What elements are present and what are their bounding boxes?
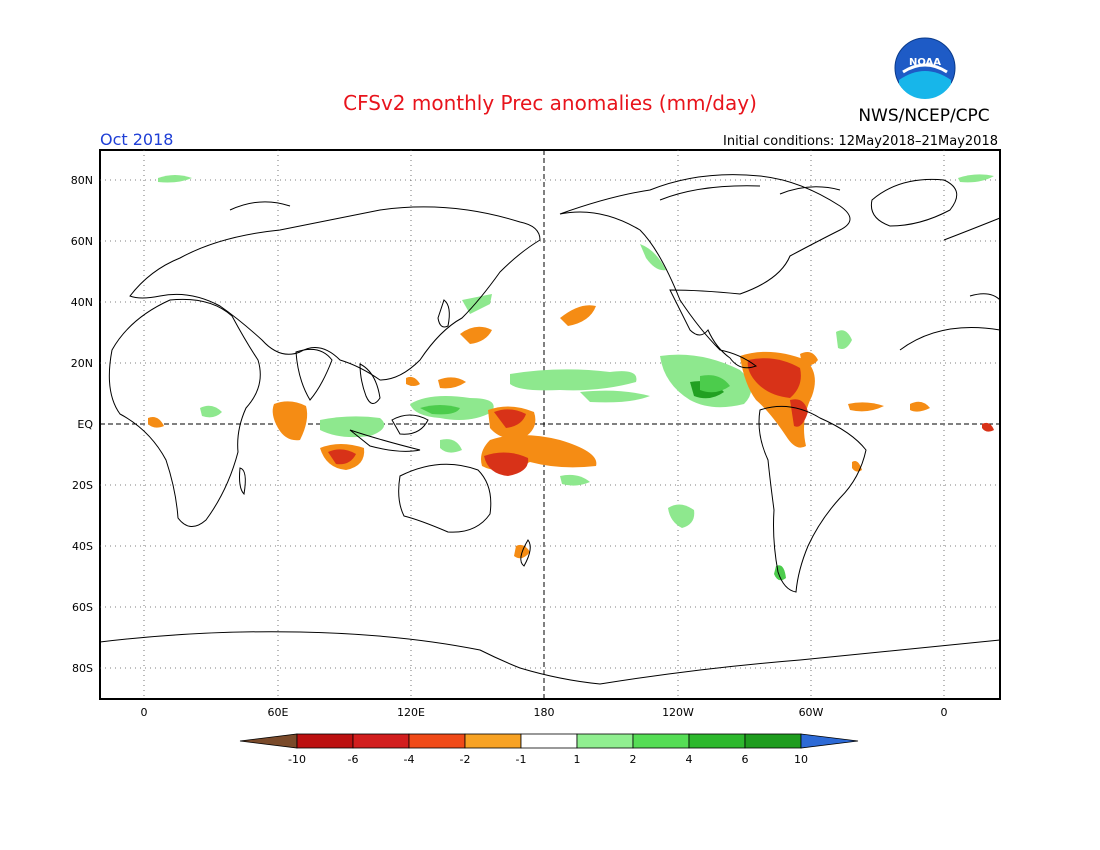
colorbar-label-2: -4 [404, 753, 415, 766]
chart-title: CFSv2 monthly Prec anomalies (mm/day) [343, 91, 757, 115]
reference-lines [100, 150, 1000, 699]
map-gridlines [100, 150, 1000, 699]
japan-outline [437, 299, 450, 328]
eurasia-outline [129, 206, 541, 381]
colorbar-swatch-0 [239, 733, 298, 749]
borneo-outline [391, 414, 429, 435]
lon-label-0: 0 [141, 706, 148, 719]
colorbar-swatch-6 [576, 733, 634, 749]
north-america-outline [559, 174, 851, 369]
coastlines [99, 174, 1001, 685]
colorbar-label-5: 1 [574, 753, 581, 766]
lon-label-120w: 120W [662, 706, 694, 719]
east-edge-outline [899, 217, 1001, 351]
lat-axis: 80N 60N 40N 20N EQ 20S 40S 60S 80S [71, 174, 94, 675]
colorbar-swatch-5 [520, 733, 578, 749]
arctic-islands-outline [229, 185, 841, 211]
greenland-outline [870, 178, 958, 227]
noaa-logo-text: NOAA [909, 57, 941, 68]
colorbar-swatch-2 [352, 733, 410, 749]
india-outline [295, 348, 333, 401]
lat-label-eq: EQ [77, 418, 93, 431]
anomaly-shading [148, 174, 994, 581]
lon-axis: 0 60E 120E 180 120W 60W 0 [141, 706, 948, 719]
lat-label-40n: 40N [71, 296, 93, 309]
lat-label-20s: 20S [72, 479, 93, 492]
africa-outline [108, 298, 261, 527]
colorbar-label-3: -2 [460, 753, 471, 766]
colorbar-label-1: -6 [348, 753, 359, 766]
antarctica-outline [99, 631, 1001, 685]
colorbar: -10 -6 -4 -2 -1 1 2 4 6 10 [239, 733, 859, 766]
initial-conditions-label: Initial conditions: 12May2018–21May2018 [723, 134, 998, 149]
colorbar-swatch-8 [688, 733, 746, 749]
agency-label: NWS/NCEP/CPC [858, 106, 989, 126]
lon-label-60w: 60W [799, 706, 824, 719]
colorbar-swatch-10 [800, 733, 859, 749]
colorbar-swatch-3 [408, 733, 466, 749]
colorbar-label-0: -10 [288, 753, 306, 766]
lon-label-120e: 120E [397, 706, 425, 719]
colorbar-swatch-9 [744, 733, 802, 749]
lon-label-0-east: 0 [941, 706, 948, 719]
madagascar-outline [239, 467, 246, 496]
colorbar-label-8: 6 [742, 753, 749, 766]
colorbar-label-7: 4 [686, 753, 693, 766]
colorbar-label-4: -1 [516, 753, 527, 766]
colorbar-label-9: 10 [794, 753, 808, 766]
lat-label-80n: 80N [71, 174, 93, 187]
lat-label-80s: 80S [72, 662, 93, 675]
lat-label-60n: 60N [71, 235, 93, 248]
lon-label-60e: 60E [268, 706, 289, 719]
colorbar-label-6: 2 [630, 753, 637, 766]
lat-label-60s: 60S [72, 601, 93, 614]
lon-label-180: 180 [534, 706, 555, 719]
lat-label-40s: 40S [72, 540, 93, 553]
colorbar-swatch-4 [464, 733, 522, 749]
se-asia-outline [359, 363, 381, 404]
indonesia-outline [349, 429, 421, 452]
south-america-outline [758, 405, 867, 593]
australia-outline [398, 463, 492, 533]
new-zealand-outline [520, 539, 531, 567]
noaa-logo: NOAA [894, 37, 956, 100]
colorbar-swatch-1 [296, 733, 354, 749]
lat-label-20n: 20N [71, 357, 93, 370]
colorbar-swatch-7 [632, 733, 690, 749]
period-label: Oct 2018 [100, 130, 173, 149]
